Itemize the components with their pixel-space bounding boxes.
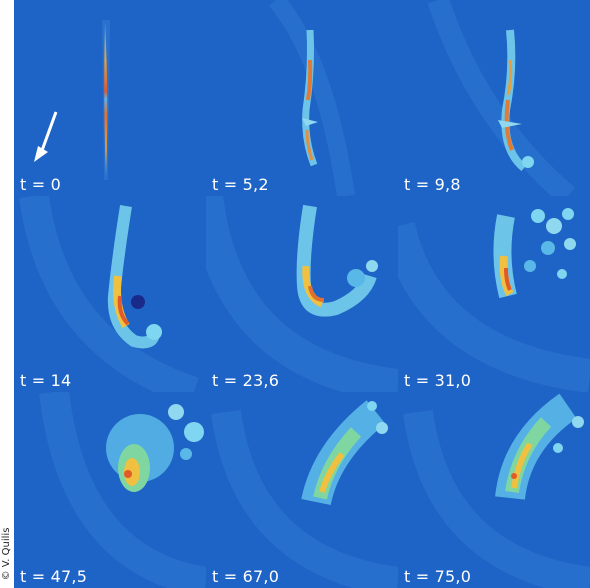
- panel-t23-6-image: [206, 196, 398, 392]
- time-label: t = 5,2: [212, 175, 269, 194]
- panel-t31-0: t = 31,0: [398, 196, 590, 392]
- direction-arrow-icon: [34, 111, 58, 162]
- panel-t9-8-image: [398, 0, 590, 196]
- time-label: t = 0: [20, 175, 62, 194]
- panel-t5-2-image: [206, 0, 398, 196]
- panel-t31-0-image: [398, 196, 590, 392]
- panel-t14-image: [14, 196, 206, 392]
- panel-t75-0-image: [398, 392, 590, 588]
- panel-t47-5: t = 47,5: [14, 392, 206, 588]
- panel-t23-6: t = 23,6: [206, 196, 398, 392]
- panel-t67-0: t = 67,0: [206, 392, 398, 588]
- panel-t14: t = 14: [14, 196, 206, 392]
- panel-t47-5-image: [14, 392, 206, 588]
- panel-t0: t = 0: [14, 0, 206, 196]
- panel-t5-2: t = 5,2: [206, 0, 398, 196]
- time-label: t = 75,0: [404, 567, 472, 586]
- panel-t0-image: [14, 0, 206, 196]
- panel-t67-0-image: [206, 392, 398, 588]
- time-label: t = 31,0: [404, 371, 472, 390]
- simulation-figure: t = 0 t = 5,2 t = 9,8: [14, 0, 590, 588]
- time-label: t = 14: [20, 371, 72, 390]
- panel-t9-8: t = 9,8: [398, 0, 590, 196]
- time-label: t = 9,8: [404, 175, 461, 194]
- photo-credit: © V. Quilis: [1, 527, 12, 581]
- panel-t75-0: t = 75,0: [398, 392, 590, 588]
- time-label: t = 47,5: [20, 567, 88, 586]
- time-label: t = 23,6: [212, 371, 280, 390]
- time-label: t = 67,0: [212, 567, 280, 586]
